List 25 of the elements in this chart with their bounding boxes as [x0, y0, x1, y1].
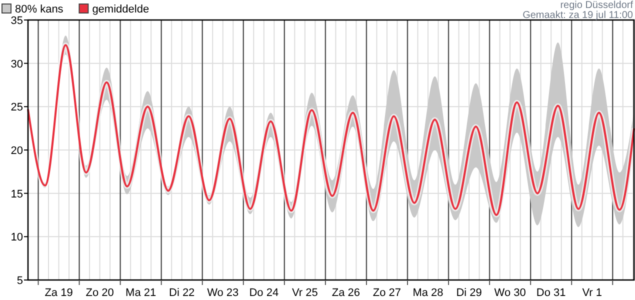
- text: 80% kans: [15, 4, 64, 16]
- y-tick-label: 25: [10, 102, 23, 114]
- y-tick-label: 30: [10, 58, 23, 70]
- x-tick-label: Di 29: [456, 287, 482, 299]
- x-tick-label: Za 26: [332, 287, 360, 299]
- y-tick-label: 35: [10, 15, 23, 27]
- x-tick-label: Di 22: [169, 287, 195, 299]
- x-tick-label: Za 19: [44, 287, 73, 299]
- x-tick-label: Vr 25: [292, 287, 318, 299]
- legend-label: gemiddelde: [92, 4, 150, 16]
- x-tick-label: Do 31: [536, 287, 566, 299]
- x-tick-label: Ma 21: [126, 287, 156, 299]
- x-tick-label: Zo 27: [372, 287, 402, 299]
- y-tick-label: 20: [10, 145, 23, 157]
- x-tick-label: Wo 23: [207, 287, 239, 299]
- y-tick-label: 5: [16, 275, 23, 287]
- y-tick-label: 10: [10, 232, 23, 244]
- x-tick-label: Ma 28: [412, 287, 444, 299]
- chart-title: regio Düsseldorf: [560, 0, 634, 11]
- x-tick-label: Wo 30: [494, 287, 526, 299]
- chart-subtitle: Gemaakt: za 19 jul 11:00: [522, 10, 634, 21]
- x-tick-label: Vr 1: [582, 287, 602, 299]
- x-tick-label: Zo 20: [86, 287, 114, 299]
- x-tick-label: Do 24: [249, 287, 279, 299]
- y-tick-label: 15: [10, 188, 23, 200]
